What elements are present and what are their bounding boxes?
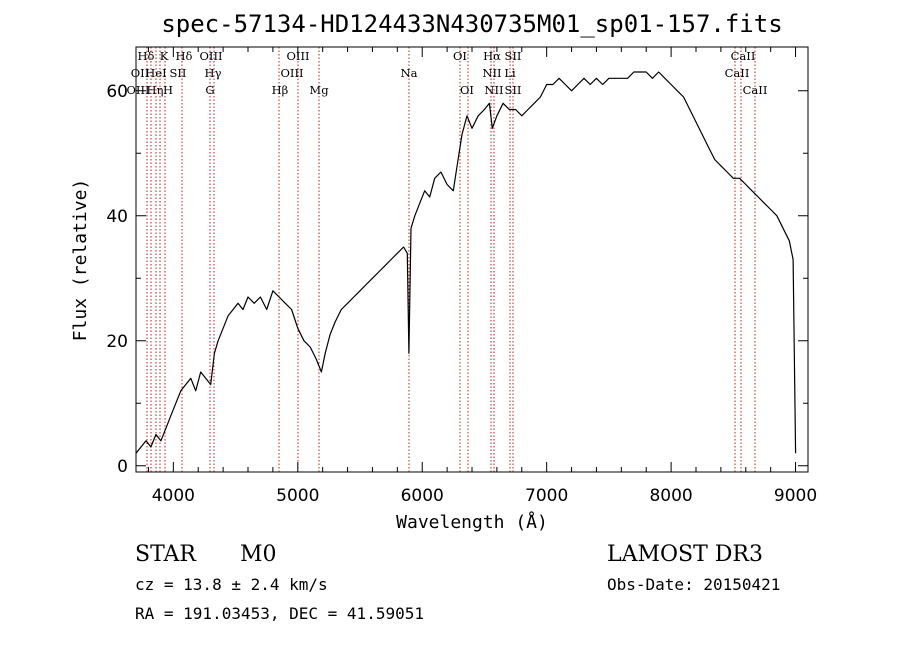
- x-tick-label-1: 5000: [276, 486, 319, 506]
- x-tick-label-5: 9000: [774, 486, 817, 506]
- line-label-2: Hδ: [176, 49, 193, 63]
- line-label-13: OIII: [280, 66, 303, 80]
- flux-series: [135, 71, 797, 454]
- line-label-11: SII: [170, 66, 187, 80]
- line-label-0: Hδ: [138, 49, 155, 63]
- line-label-21: Hβ: [272, 83, 289, 97]
- x-tick-label-0: 4000: [152, 486, 195, 506]
- x-tick-label-3: 7000: [525, 486, 568, 506]
- line-label-7: SII: [505, 49, 522, 63]
- line-label-24: OI: [460, 83, 474, 97]
- line-label-1: K: [160, 49, 169, 63]
- line-label-6: Hα: [483, 49, 501, 63]
- line-label-18: Hη: [147, 83, 164, 97]
- survey-name: LAMOST DR3: [607, 542, 763, 567]
- spectral-line-markers: [146, 47, 756, 472]
- line-label-8: CaII: [731, 49, 756, 63]
- flux-line-0: [135, 71, 797, 454]
- line-label-14: NII: [482, 66, 501, 80]
- line-label-26: SII: [505, 83, 522, 97]
- line-label-15: Li: [504, 66, 516, 80]
- y-tick-label-0: 0: [117, 457, 128, 477]
- line-label-20: G: [205, 83, 214, 97]
- line-label-9: OII: [131, 66, 150, 80]
- plot-frame: [135, 46, 809, 473]
- coordinates-text: RA = 191.03453, DEC = 41.59051: [135, 604, 424, 623]
- y-tick-label-3: 60: [106, 82, 128, 102]
- line-label-12: Hγ: [205, 66, 222, 80]
- x-tick-label-4: 8000: [649, 486, 692, 506]
- redshift-text: cz = 13.8 ± 2.4 km/s: [135, 575, 328, 594]
- chart-title: spec-57134-HD124433N430735M01_sp01-157.f…: [161, 10, 782, 38]
- x-axis-label: Wavelength (Å): [396, 511, 548, 533]
- line-label-22: Mg: [309, 83, 329, 97]
- line-label-17: OIII: [126, 83, 149, 97]
- line-label-10: HeI: [145, 66, 166, 80]
- axis-ticks: 4000 5000 6000 7000 8000 9000 0 20 40 60: [106, 47, 817, 506]
- y-axis-label: Flux (relative): [70, 179, 91, 342]
- object-class: STAR: [135, 542, 197, 567]
- y-tick-label-1: 20: [106, 332, 128, 352]
- line-label-27: CaII: [743, 83, 768, 97]
- object-subclass: M0: [240, 542, 277, 567]
- obs-date-text: Obs-Date: 20150421: [607, 575, 780, 594]
- line-label-16: CaII: [725, 66, 750, 80]
- line-label-25: NII: [484, 83, 503, 97]
- line-label-23: Na: [401, 66, 418, 80]
- line-label-3: OIII: [199, 49, 222, 63]
- line-label-19: H: [163, 83, 173, 97]
- x-tick-label-2: 6000: [401, 486, 444, 506]
- y-tick-label-2: 40: [106, 207, 128, 227]
- line-label-5: OI: [453, 49, 467, 63]
